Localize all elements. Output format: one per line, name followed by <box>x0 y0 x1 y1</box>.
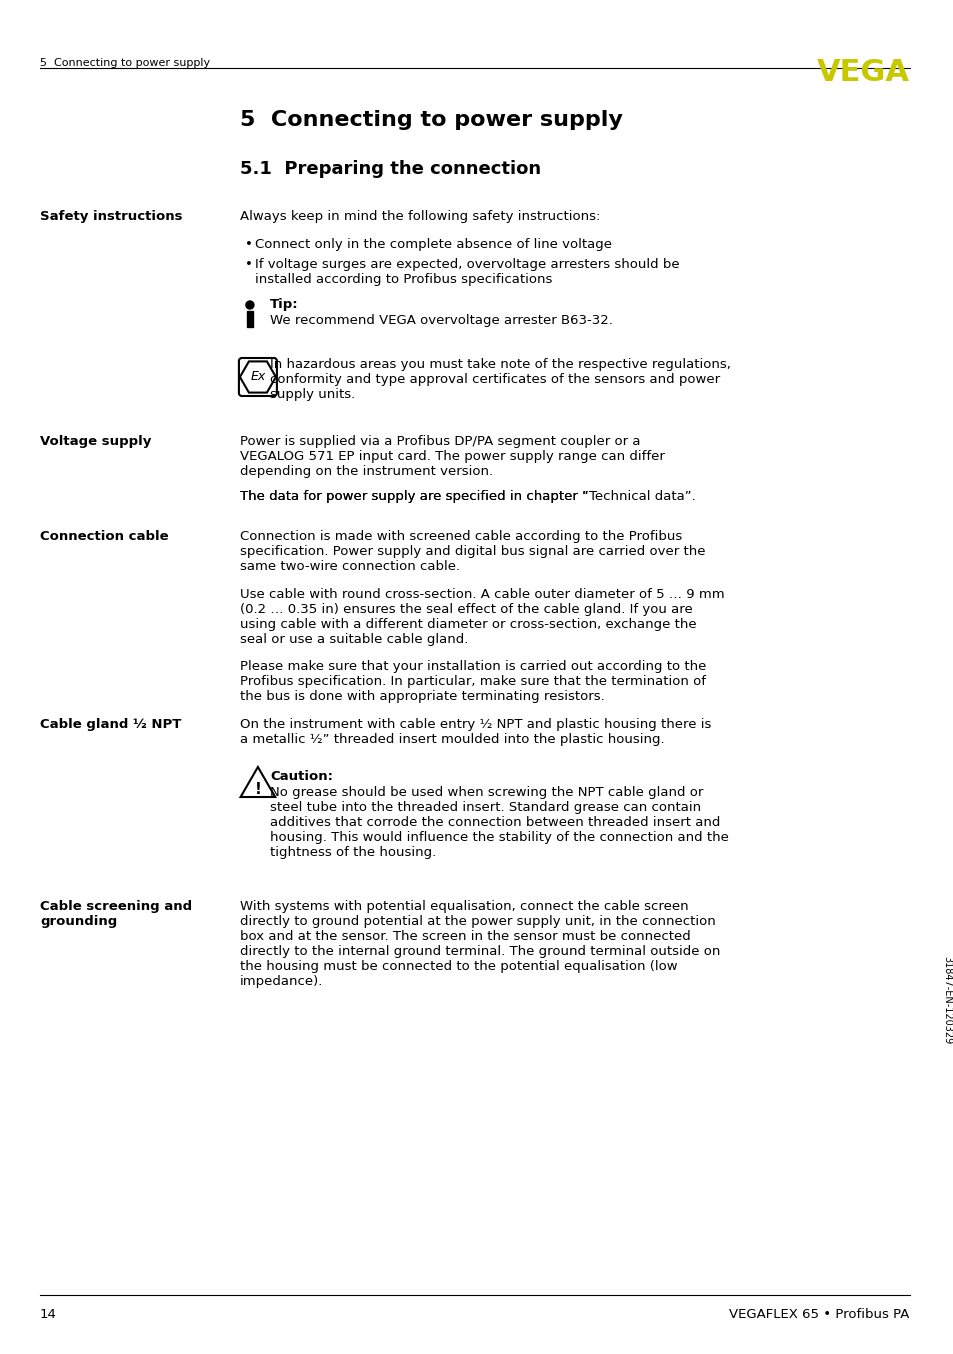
Text: Power is supplied via a Profibus DP/PA segment coupler or a
VEGALOG 571 EP input: Power is supplied via a Profibus DP/PA s… <box>239 435 664 478</box>
Text: 5  Connecting to power supply: 5 Connecting to power supply <box>40 58 210 68</box>
Text: Ex: Ex <box>250 371 265 383</box>
Text: Safety instructions: Safety instructions <box>40 210 182 223</box>
Text: With systems with potential equalisation, connect the cable screen
directly to g: With systems with potential equalisation… <box>239 900 720 988</box>
Text: In hazardous areas you must take note of the respective regulations,
conformity : In hazardous areas you must take note of… <box>270 357 730 401</box>
Text: VEGAFLEX 65 • Profibus PA: VEGAFLEX 65 • Profibus PA <box>728 1308 909 1322</box>
Text: •: • <box>245 259 253 271</box>
Bar <box>247 311 253 328</box>
Text: On the instrument with cable entry ½ NPT and plastic housing there is
a metallic: On the instrument with cable entry ½ NPT… <box>239 718 711 746</box>
Text: Caution:: Caution: <box>270 770 333 783</box>
Text: The data for power supply are specified in chapter ": The data for power supply are specified … <box>239 490 587 502</box>
Text: Please make sure that your installation is carried out according to the
Profibus: Please make sure that your installation … <box>239 659 705 703</box>
Text: The data for power supply are specified in chapter “Technical data”.: The data for power supply are specified … <box>239 490 695 502</box>
Text: Connection cable: Connection cable <box>40 529 169 543</box>
Text: 5  Connecting to power supply: 5 Connecting to power supply <box>239 110 622 130</box>
Text: VEGA: VEGA <box>816 58 909 87</box>
Text: Always keep in mind the following safety instructions:: Always keep in mind the following safety… <box>239 210 599 223</box>
Text: Connect only in the complete absence of line voltage: Connect only in the complete absence of … <box>254 238 611 250</box>
Text: No grease should be used when screwing the NPT cable gland or
steel tube into th: No grease should be used when screwing t… <box>270 787 728 858</box>
Text: 5.1  Preparing the connection: 5.1 Preparing the connection <box>239 160 540 177</box>
Text: Use cable with round cross-section. A cable outer diameter of 5 … 9 mm
(0.2 … 0.: Use cable with round cross-section. A ca… <box>239 588 723 646</box>
Text: Cable screening and
grounding: Cable screening and grounding <box>40 900 192 927</box>
Text: Voltage supply: Voltage supply <box>40 435 152 448</box>
Text: Cable gland ½ NPT: Cable gland ½ NPT <box>40 718 181 731</box>
Text: We recommend VEGA overvoltage arrester B63-32.: We recommend VEGA overvoltage arrester B… <box>270 314 612 328</box>
Circle shape <box>246 301 253 309</box>
Text: If voltage surges are expected, overvoltage arresters should be
installed accord: If voltage surges are expected, overvolt… <box>254 259 679 286</box>
Text: 14: 14 <box>40 1308 57 1322</box>
Text: 31847-EN-120329: 31847-EN-120329 <box>942 956 952 1044</box>
Text: !: ! <box>254 783 261 798</box>
Text: •: • <box>245 238 253 250</box>
Text: Tip:: Tip: <box>270 298 298 311</box>
Text: Connection is made with screened cable according to the Profibus
specification. : Connection is made with screened cable a… <box>239 529 704 573</box>
